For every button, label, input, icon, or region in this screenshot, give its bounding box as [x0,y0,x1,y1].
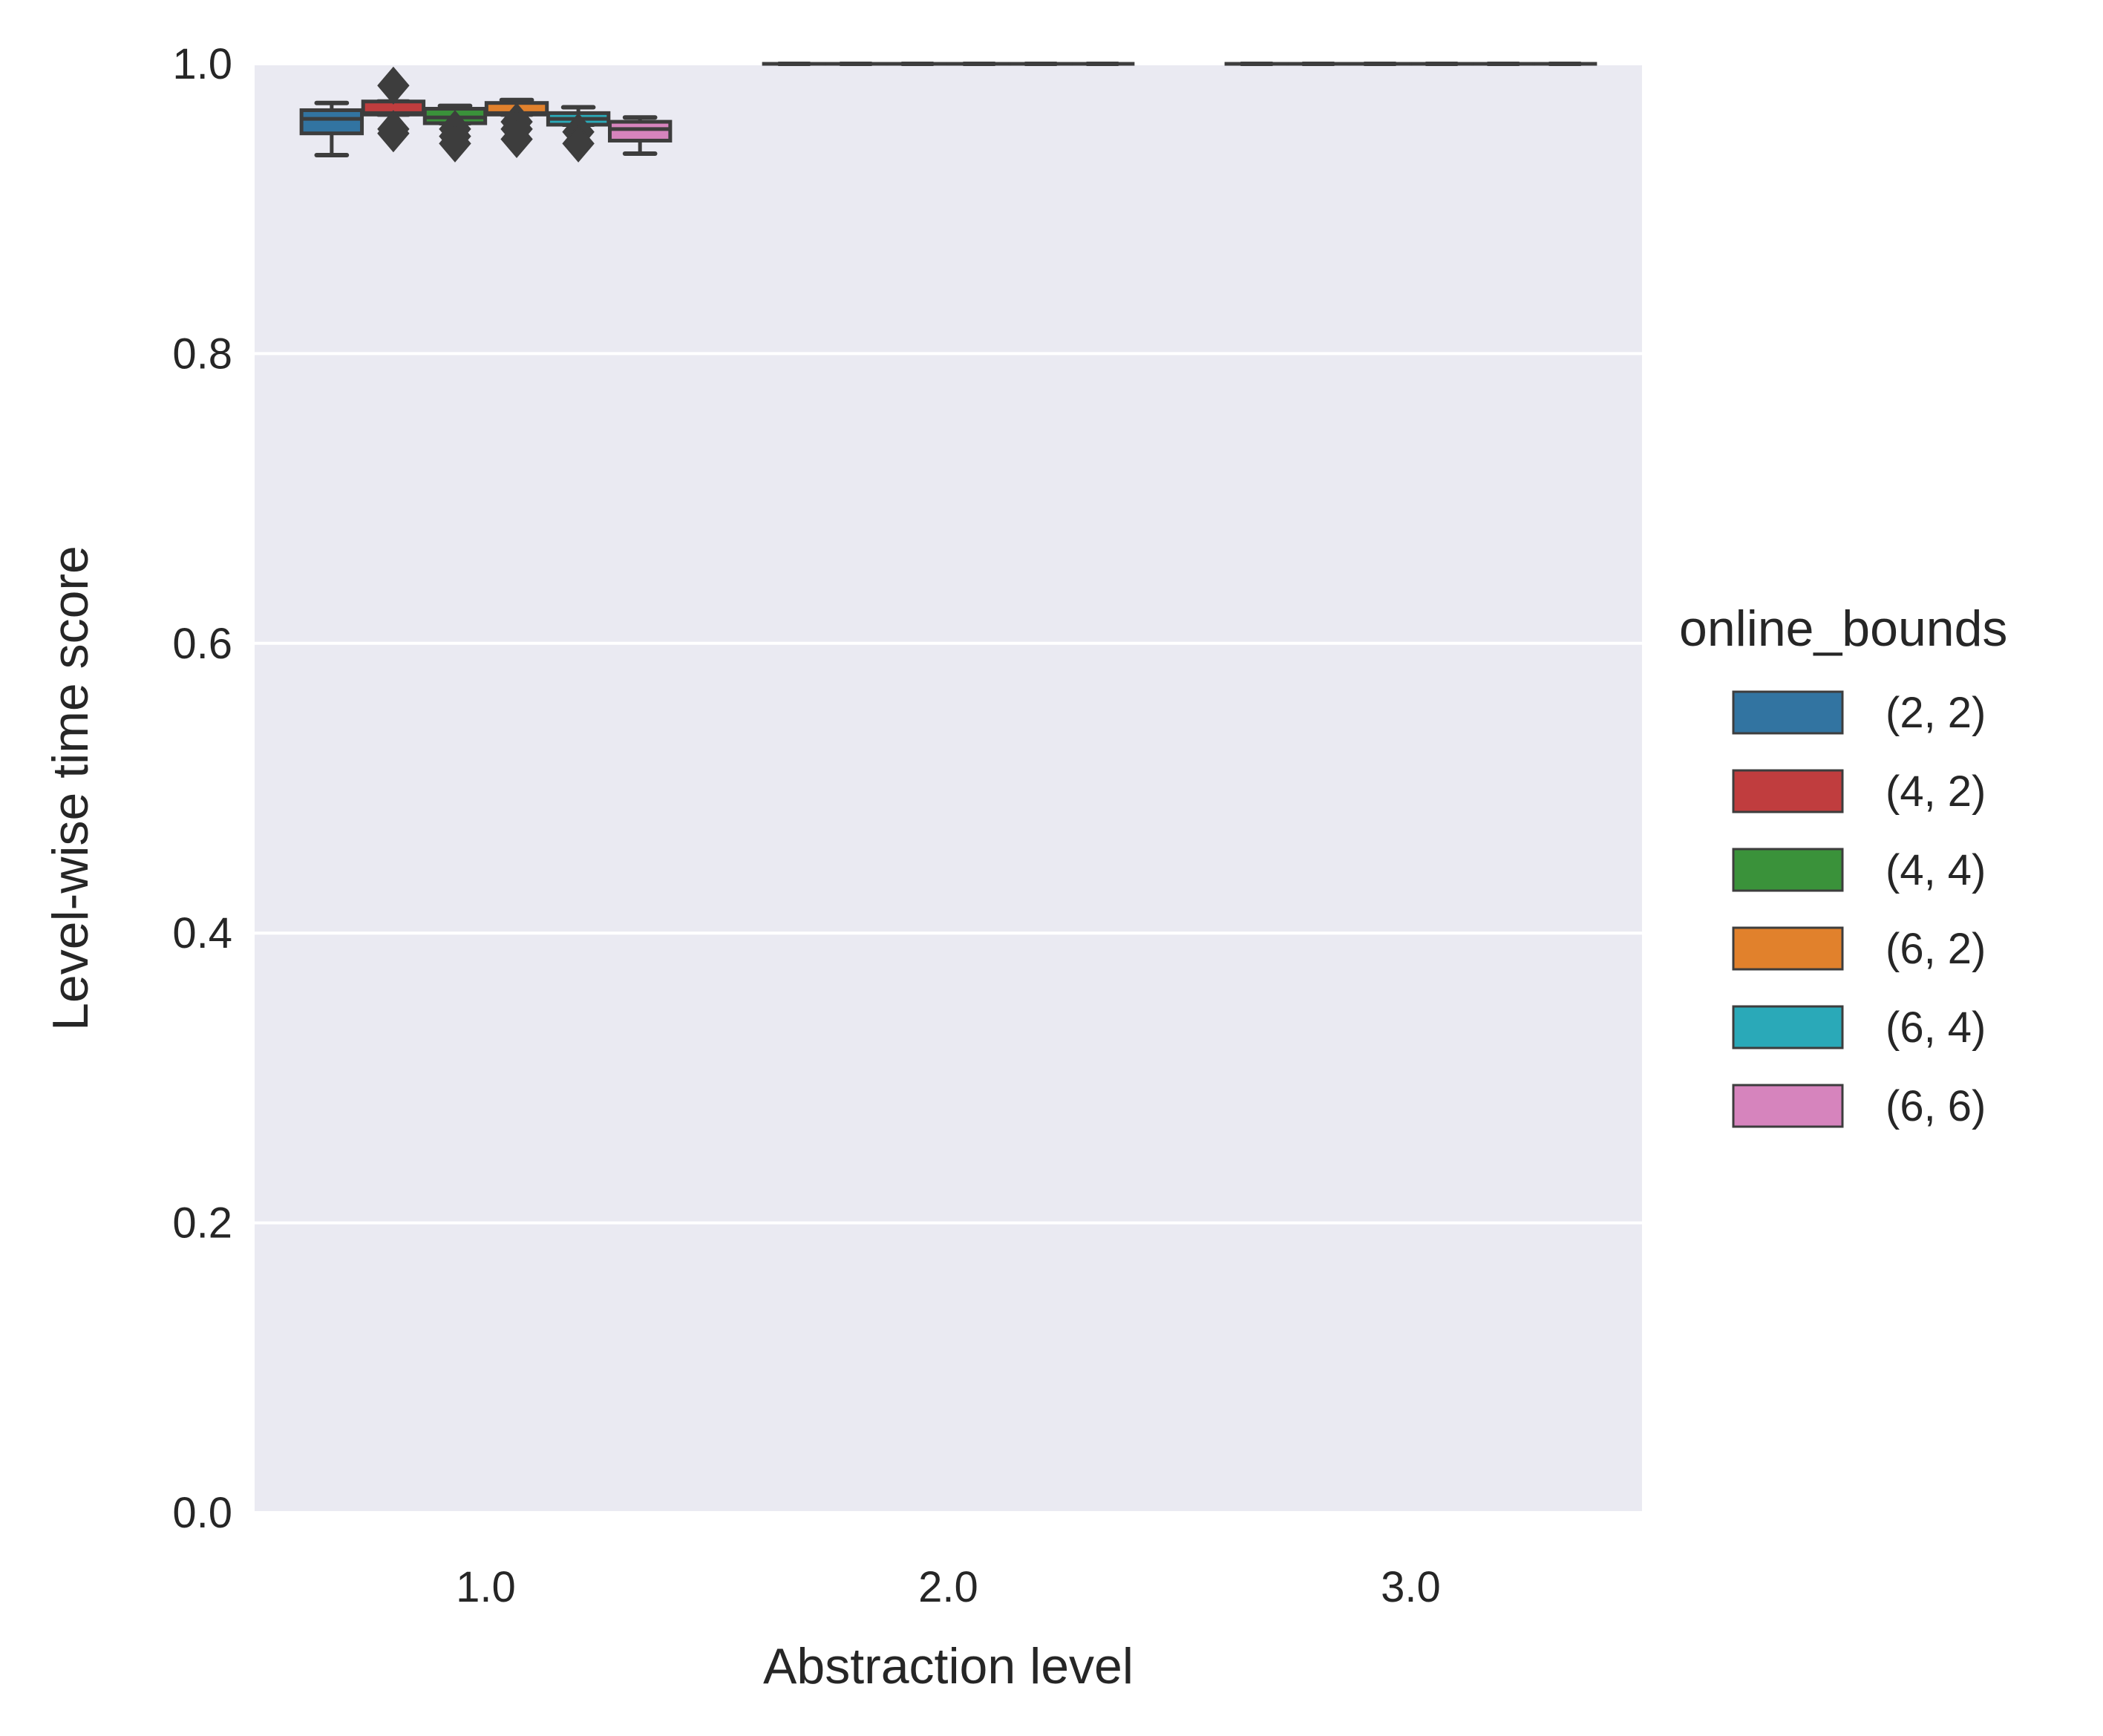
legend-label: (6, 6) [1885,1082,1986,1130]
legend-entry: (4, 2) [1733,767,1986,816]
legend-entry: (6, 6) [1733,1082,1986,1130]
legend-label: (4, 4) [1885,846,1986,894]
y-tick-label: 0.8 [172,330,232,378]
legend-swatch [1733,692,1842,733]
legend-label: (6, 4) [1885,1003,1986,1052]
legend-title: online_bounds [1679,600,2007,657]
legend-swatch [1733,1085,1842,1127]
y-tick-label: 0.2 [172,1199,232,1248]
x-tick-label: 3.0 [1381,1563,1441,1611]
y-tick-label: 0.0 [172,1489,232,1537]
legend-swatch [1733,1006,1842,1048]
legend: online_bounds (2, 2) (4, 2) (4, 4) (6, 2) (6… [1679,600,2007,1130]
legend-items: (2, 2) (4, 2) (4, 4) (6, 2) (6, 4) (6, 6) [1733,689,1986,1130]
legend-swatch [1733,928,1842,969]
y-tick-label: 0.4 [172,909,232,957]
x-tick-label: 1.0 [456,1563,516,1611]
plot-background [255,64,1642,1513]
legend-label: (4, 2) [1885,767,1986,816]
y-tick-label: 1.0 [172,40,232,88]
legend-entry: (6, 2) [1733,925,1986,973]
legend-entry: (6, 4) [1733,1003,1986,1052]
legend-swatch [1733,849,1842,891]
x-tick-labels: 1.0 2.0 3.0 [456,1563,1441,1611]
x-axis-label: Abstraction level [763,1638,1134,1694]
y-tick-label: 0.6 [172,620,232,668]
legend-swatch [1733,770,1842,812]
legend-label: (6, 2) [1885,925,1986,973]
y-axis-label: Level-wise time score [42,546,99,1031]
legend-entry: (4, 4) [1733,846,1986,894]
box-rect [301,110,362,133]
box-rect [609,122,670,140]
x-tick-label: 2.0 [918,1563,978,1611]
legend-entry: (2, 2) [1733,689,1986,737]
legend-label: (2, 2) [1885,689,1986,737]
y-tick-labels: 0.0 0.2 0.4 0.6 0.8 1.0 [172,40,232,1537]
